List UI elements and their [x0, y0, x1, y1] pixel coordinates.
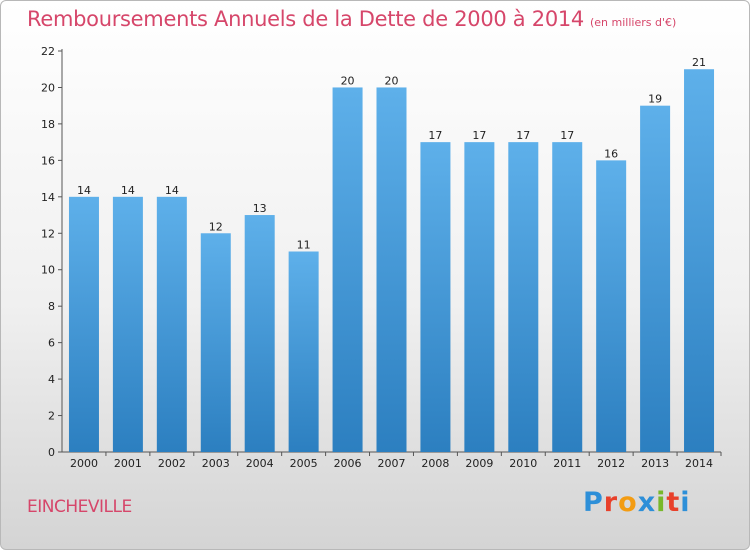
chart-title: Remboursements Annuels de la Dette de 20…: [27, 7, 676, 31]
x-tick-label: 2004: [246, 457, 274, 470]
bar: [288, 251, 319, 452]
bar-value-label: 13: [253, 202, 267, 215]
bar: [508, 142, 539, 453]
logo-letter: i: [680, 487, 691, 518]
y-tick-label: 2: [48, 410, 55, 423]
bar: [552, 142, 583, 453]
x-tick-label: 2009: [465, 457, 493, 470]
x-tick-label: 2001: [114, 457, 142, 470]
y-tick-label: 0: [48, 446, 55, 459]
y-tick-label: 4: [48, 373, 55, 386]
bar-value-label: 20: [385, 74, 399, 87]
logo-letter: r: [603, 487, 619, 518]
logo-letter: i: [656, 487, 667, 518]
y-tick-label: 6: [48, 337, 55, 350]
bar: [684, 69, 715, 453]
bar: [68, 196, 99, 452]
bar-value-label: 17: [428, 129, 442, 142]
chart-title-text: Remboursements Annuels de la Dette de 20…: [27, 7, 584, 31]
bar: [640, 105, 671, 452]
bar-value-label: 21: [692, 56, 706, 69]
x-tick-label: 2003: [202, 457, 230, 470]
bar: [376, 87, 407, 453]
bar-value-label: 14: [77, 184, 91, 197]
bar-value-label: 14: [165, 184, 179, 197]
bar-value-label: 14: [121, 184, 135, 197]
x-tick-label: 2013: [641, 457, 669, 470]
x-tick-label: 2012: [597, 457, 625, 470]
y-tick-label: 20: [41, 81, 55, 94]
x-tick-label: 2014: [685, 457, 713, 470]
x-tick-label: 2010: [509, 457, 537, 470]
x-tick-label: 2005: [290, 457, 318, 470]
chart-subtitle: (en milliers d'€): [590, 16, 677, 29]
bar: [464, 142, 495, 453]
proxiti-logo: Proxiti: [583, 487, 691, 518]
bar: [244, 215, 275, 452]
bar-value-label: 19: [648, 93, 662, 106]
x-tick-label: 2000: [70, 457, 98, 470]
bar-value-label: 20: [341, 74, 355, 87]
y-tick-label: 8: [48, 300, 55, 313]
x-tick-label: 2002: [158, 457, 186, 470]
y-tick-label: 18: [41, 118, 55, 131]
y-tick-label: 22: [41, 45, 55, 58]
place-name: EINCHEVILLE: [27, 497, 132, 517]
bar-value-label: 11: [297, 239, 311, 252]
bar: [332, 87, 363, 453]
x-tick-label: 2008: [421, 457, 449, 470]
bar: [200, 233, 231, 452]
y-tick-label: 14: [41, 191, 55, 204]
y-tick-label: 12: [41, 227, 55, 240]
bar-value-label: 17: [472, 129, 486, 142]
bar: [156, 196, 187, 452]
bar-value-label: 16: [604, 147, 618, 160]
bar: [596, 160, 627, 452]
bar-value-label: 17: [560, 129, 574, 142]
logo-letter: P: [583, 487, 604, 518]
bar-value-label: 12: [209, 220, 223, 233]
x-tick-label: 2011: [553, 457, 581, 470]
logo-letter: o: [618, 487, 638, 518]
logo-letter: x: [637, 487, 657, 518]
logo-letter: t: [666, 487, 681, 518]
bar: [420, 142, 451, 453]
y-tick-label: 10: [41, 264, 55, 277]
bar-value-label: 17: [516, 129, 530, 142]
x-tick-label: 2007: [378, 457, 406, 470]
x-tick-label: 2006: [334, 457, 362, 470]
bar: [112, 196, 143, 452]
y-tick-label: 16: [41, 154, 55, 167]
